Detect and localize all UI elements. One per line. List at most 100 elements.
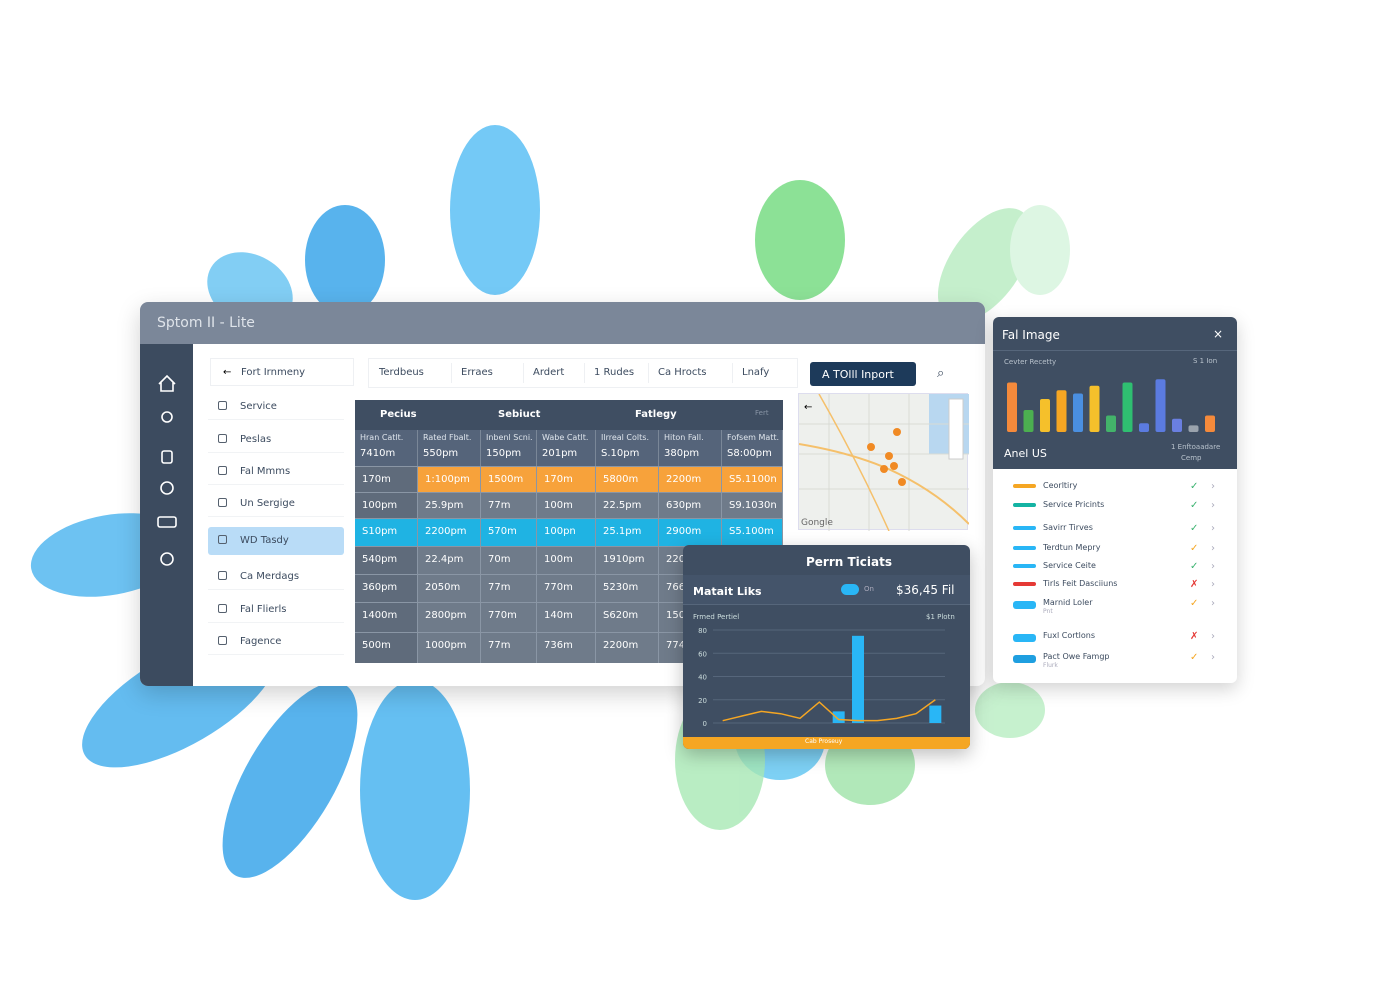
list-item[interactable]: Service Pricints ✓ › [993,500,1237,518]
list-item[interactable]: Tirls Feit Dasciiuns ✗ › [993,579,1237,597]
table-cell: 25.9pm [418,493,481,518]
home-icon[interactable] [158,374,176,392]
item-label: Service Ceite [1043,561,1096,570]
cell-text: 1:100pm [425,474,470,485]
column-time: 7410m [360,448,396,459]
panel-subtitle: Matait Liks [693,585,762,598]
cell-text: 2200m [603,640,639,651]
y-tick-label: 40 [698,674,707,682]
table-cell: 360pm [355,575,418,602]
list-item[interactable]: Fuxl Cortlons ✗ › [993,631,1237,649]
cell-text: 540pm [362,554,398,565]
card-icon[interactable] [157,516,177,528]
cell-text: 2050m [425,582,461,593]
cell-text: 360pm [362,582,398,593]
toolbar-tab[interactable]: Ca Hrocts [658,367,707,378]
people-icon[interactable] [161,411,173,423]
column-subhead: Ilrreal Colts. [601,433,649,442]
toolbar-tab[interactable]: Lnafy [742,367,770,378]
item-label: Ceorltiry [1043,481,1078,490]
list-item[interactable]: Pact Owe Famgp Flurk ✓ › [993,652,1237,670]
list-item[interactable]: Savirr Tirves ✓ › [993,523,1237,541]
column-time: S.10pm [601,448,640,459]
nav-list: Service Peslas Fal Mmms Un Sergige WD Tasdy C… [208,400,348,670]
column-header: Hran Catlt. 7410m [355,430,418,466]
back-link[interactable]: ← Fort Irnmeny [210,358,354,386]
clock-icon[interactable] [160,552,174,566]
nav-item[interactable]: Service [208,396,344,420]
list-item[interactable]: Terdtun Mepry ✓ › [993,543,1237,561]
cell-text: 25.1pm [603,526,642,537]
list-item[interactable]: Ceorltiry ✓ › [993,481,1237,499]
item-status: ✓ [1190,652,1199,663]
cell-text: 2200pm [425,526,467,537]
nav-item[interactable]: Fal Mmms [208,461,344,485]
table-cell: 1000pm [418,633,481,663]
table-cell: 2200m [659,467,722,492]
filter[interactable]: Cemp [1181,454,1202,462]
tab-divider [451,363,452,383]
table-cell: 5230m [596,575,659,602]
user-icon[interactable] [161,450,173,464]
import-button[interactable]: A TOlll Inport [810,362,916,386]
cell-text: 25.9pm [425,500,464,511]
nav-item[interactable]: Fagence [208,631,344,655]
list-item[interactable]: Service Ceite ✓ › [993,561,1237,579]
nav-icon [218,466,227,475]
tab-divider [523,363,524,383]
toggle[interactable] [841,584,859,595]
table-cell: S9.1030n [722,493,783,518]
list-item[interactable]: Marnid Loler Pnt ✓ › [993,598,1237,616]
bar [1188,425,1199,432]
button-label: A TOlll Inport [822,368,894,381]
toolbar-tab[interactable]: Terdbeus [379,367,424,378]
table-cell: 140m [537,603,596,632]
table-row: 1400m 2800pm 770m 140m S620m 150 [355,602,783,632]
cell-text: 77m [488,582,511,593]
nav-item[interactable]: WD Tasdy [208,527,344,555]
cell-text: 770m [544,582,573,593]
table-cell: 77m [481,633,537,663]
cell-text: 100pm [362,500,398,511]
data-table: Pecius Sebiuct Fatlegy Fert Hran Catlt. 7410m… [355,400,783,663]
nav-item[interactable]: Fal Flierls [208,599,344,623]
item-marker [1013,484,1036,488]
nav-item[interactable]: Ca Merdags [208,566,344,590]
settings-icon[interactable] [160,481,174,495]
panel-footer: Cab Proseuy [683,737,970,749]
toolbar-tab[interactable]: Erraes [461,367,493,378]
table-cell: 2200pm [418,519,481,546]
nav-item[interactable]: Peslas [208,429,344,453]
table-cell: 1910pm [596,547,659,574]
cell-text: 1910pm [603,554,645,565]
sidebar [140,344,193,686]
cell-text: 150 [666,610,686,621]
nav-item[interactable]: Un Sergige [208,493,344,517]
column-headers: Hran Catlt. 7410m Rated Fbalt. 550pm Inbenl … [355,430,783,466]
close-button[interactable]: × [1213,327,1224,341]
tab-divider [584,363,585,383]
table-header: Pecius Sebiuct Fatlegy Fert [355,400,783,430]
toolbar-tab[interactable]: Ardert [533,367,565,378]
column-header: Fofsem Matt. S8:00pm [722,430,783,466]
item-label: Tirls Feit Dasciiuns [1043,579,1118,588]
column-header: Inbenl Scni. 150pm [481,430,537,466]
table-cell: 2800pm [418,603,481,632]
table-row: 100pm 25.9pm 77m 100m 22.5pm 630pm S9.1030n [355,492,783,518]
filter-note: 1 Enftoaadare [1171,443,1221,451]
table-cell: 2200m [596,633,659,663]
title-bar: Sptom II - Lite [140,302,985,344]
nav-label: Fagence [240,636,282,647]
nav-icon [218,636,227,645]
toolbar-tab[interactable]: 1 Rudes [594,367,635,378]
item-label: Fuxl Cortlons [1043,631,1095,640]
image-panel-note: S 1 Ion [1193,357,1218,365]
search-icon[interactable]: ⌕ [937,366,945,381]
table-cell: 77m [481,493,537,518]
nav-label: Un Sergige [240,498,295,509]
cell-text: S5.1100n [729,474,777,485]
cell-text: 1400m [362,610,398,621]
nav-icon [218,571,227,580]
window-title: Sptom II - Lite [157,315,255,331]
